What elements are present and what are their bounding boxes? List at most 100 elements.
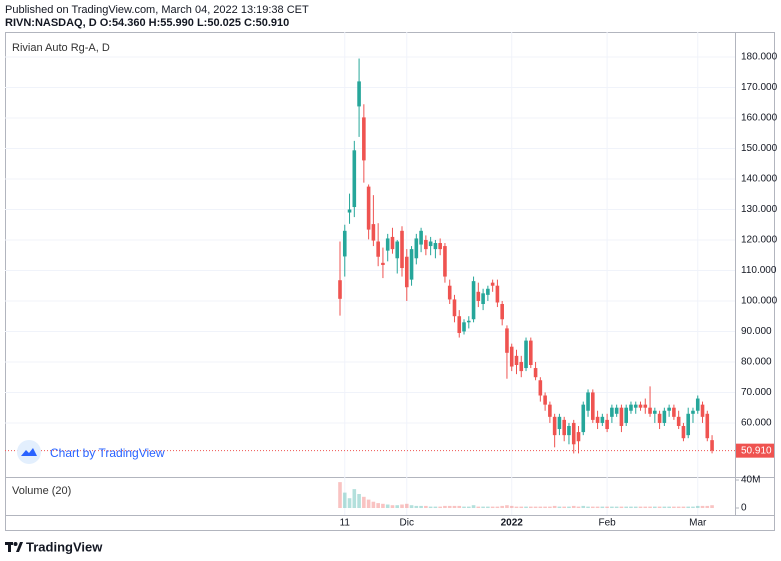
candle-body [395, 241, 400, 259]
candle-body [524, 340, 528, 369]
volume-bar [600, 506, 605, 509]
candle-body [571, 422, 576, 445]
candle-body [576, 432, 581, 442]
candle-body [591, 392, 595, 420]
volume-bar [414, 505, 419, 509]
candle-body [681, 425, 686, 439]
y-tick-label: 140.000 [741, 174, 778, 185]
candle-body [400, 230, 404, 269]
candle-body [433, 243, 438, 250]
candle-body [481, 293, 485, 305]
volume-bar [505, 505, 509, 509]
chart-title: Rivian Auto Rg-A, D [12, 42, 110, 54]
y-tick-label: 100.000 [741, 296, 778, 307]
volume-bar [500, 505, 504, 509]
brand-logo [5, 542, 23, 552]
y-tick-label: 130.000 [741, 204, 778, 215]
candle-body [466, 320, 471, 323]
volume-bar [700, 505, 705, 509]
volume-bar [591, 506, 595, 509]
candle-body [338, 280, 342, 299]
volume-bar [672, 506, 676, 509]
volume-bar [624, 506, 628, 509]
volume-bar [495, 506, 500, 509]
volume-bar [404, 503, 409, 509]
volume-bar [338, 482, 342, 509]
volume-bar [486, 506, 490, 509]
candle-body [676, 416, 681, 426]
candle-body [638, 404, 643, 408]
candle-body [633, 404, 638, 408]
volume-bar [633, 506, 638, 509]
volume-bar [533, 506, 538, 509]
volume-bar [376, 503, 380, 509]
candle-body [424, 239, 428, 250]
y-tick-label: 60.000 [741, 418, 772, 429]
volume-bar [529, 506, 533, 509]
candle-body [552, 416, 557, 436]
volume-bar [509, 505, 514, 509]
volume-bar [466, 506, 471, 509]
volume-bar [438, 506, 442, 509]
volume-bar [433, 506, 438, 509]
watermark-logo [17, 440, 41, 464]
candle-body [385, 238, 390, 251]
published-line: Published on TradingView.com, March 04, … [5, 4, 309, 16]
candle-body [366, 186, 371, 230]
volume-bar [381, 503, 385, 509]
volume-title: Volume (20) [12, 485, 71, 497]
volume-bar [543, 506, 547, 509]
candle-body [519, 361, 524, 372]
volume-bar [476, 506, 481, 509]
watermark: Chart by TradingView [50, 446, 165, 460]
volume-bar [424, 505, 428, 509]
volume-bar [571, 505, 576, 509]
candle-body [447, 285, 452, 300]
candle-body [533, 368, 538, 378]
volume-pane [338, 482, 714, 509]
volume-bar [629, 506, 633, 509]
brand: TradingView [26, 539, 103, 554]
volume-bar [691, 506, 695, 509]
candle-body [657, 413, 662, 423]
volume-bar [390, 505, 395, 509]
candle-body [614, 407, 619, 414]
last-price-box [736, 443, 774, 458]
last-price-label: 50.910 [741, 445, 772, 456]
candle-body [600, 416, 605, 423]
labels: 60.000 70.000 80.000 90.000 100.000 110.000 12… [5, 52, 778, 529]
candle-body [342, 230, 347, 257]
y-tick-label: 160.000 [741, 113, 778, 124]
candle-body [404, 256, 409, 288]
volume-bar [562, 506, 566, 509]
y-tick-label: 180.000 [741, 52, 778, 63]
quote-line: RIVN:NASDAQ, D O:54.360 H:55.990 L:50.02… [5, 17, 289, 29]
volume-bar [443, 505, 447, 509]
y-tick-label: 80.000 [741, 357, 772, 368]
volume-tick-label: 0 [741, 503, 747, 514]
candle-body [672, 407, 676, 417]
candle-body [514, 355, 519, 365]
candle-body [695, 398, 700, 411]
candle-body [605, 419, 609, 430]
x-tick-label: Dic [400, 518, 414, 529]
candle-body [500, 304, 504, 320]
candle-body [452, 299, 457, 317]
volume-bar [695, 505, 700, 509]
volume-bar [524, 506, 528, 509]
candle-body [495, 285, 500, 303]
volume-bar [595, 506, 600, 509]
volume-bar [371, 501, 376, 509]
candle-body [581, 404, 586, 433]
candle-body [409, 249, 414, 280]
volume-bar [471, 505, 476, 509]
volume-bar [619, 506, 624, 509]
candle-body [414, 238, 419, 259]
volume-bar [681, 506, 686, 509]
volume-bar [409, 505, 414, 509]
candle-body [381, 262, 385, 265]
candle-body [624, 407, 628, 423]
volume-bar [552, 505, 557, 509]
chart-frame [5, 32, 775, 531]
